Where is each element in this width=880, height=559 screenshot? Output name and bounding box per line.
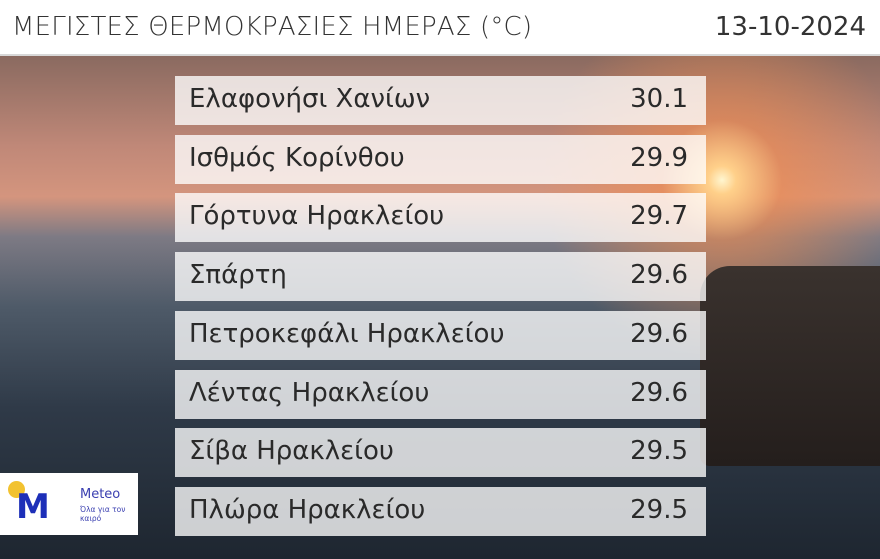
temperature-value: 29.7 <box>630 201 688 232</box>
temperature-value: 29.6 <box>630 260 688 291</box>
table-row: Γόρτυνα Ηρακλείου 29.7 <box>175 193 706 243</box>
logo-letter: M <box>16 487 50 527</box>
station-name: Πλώρα Ηρακλείου <box>189 494 426 525</box>
station-name: Σπάρτη <box>189 260 287 291</box>
page-title: ΜΕΓΙΣΤΕΣ ΘΕΡΜΟΚΡΑΣΙΕΣ ΗΜΕΡΑΣ (°C) <box>12 12 533 42</box>
rock-shape <box>700 266 880 466</box>
table-row: Σπάρτη 29.6 <box>175 252 706 302</box>
station-name: Ισθμός Κορίνθου <box>189 142 405 173</box>
table-row: Πετροκεφάλι Ηρακλείου 29.6 <box>175 310 706 360</box>
station-name: Ελαφονήσι Χανίων <box>189 84 431 114</box>
logo-tagline: Όλα για τον καιρό <box>80 505 126 523</box>
logo-brand: Meteo <box>80 487 121 502</box>
sun-icon <box>8 481 25 498</box>
table-row: Ισθμός Κορίνθου 29.9 <box>175 134 706 184</box>
station-name: Γόρτυνα Ηρακλείου <box>189 201 445 232</box>
temperature-value: 29.6 <box>630 377 688 408</box>
temperature-value: 30.1 <box>630 84 688 114</box>
table-row: Πλώρα Ηρακλείου 29.5 <box>175 486 706 536</box>
header: ΜΕΓΙΣΤΕΣ ΘΕΡΜΟΚΡΑΣΙΕΣ ΗΜΕΡΑΣ (°C) 13-10-… <box>0 0 880 56</box>
station-name: Λέντας Ηρακλείου <box>189 377 430 408</box>
station-name: Πετροκεφάλι Ηρακλείου <box>189 318 505 349</box>
temperature-value: 29.5 <box>630 436 688 467</box>
table-row: Ελαφονήσι Χανίων 30.1 <box>175 76 706 125</box>
temperature-value: 29.6 <box>630 318 688 349</box>
table-row: Σίβα Ηρακλείου 29.5 <box>175 428 706 478</box>
station-name: Σίβα Ηρακλείου <box>189 436 394 467</box>
table-row: Λέντας Ηρακλείου 29.6 <box>175 369 706 419</box>
temperature-value: 29.5 <box>630 494 688 525</box>
meteo-logo: M Meteo Όλα για τον καιρό <box>0 473 138 535</box>
temperature-value: 29.9 <box>630 142 688 173</box>
date-label: 13-10-2024 <box>714 12 866 42</box>
